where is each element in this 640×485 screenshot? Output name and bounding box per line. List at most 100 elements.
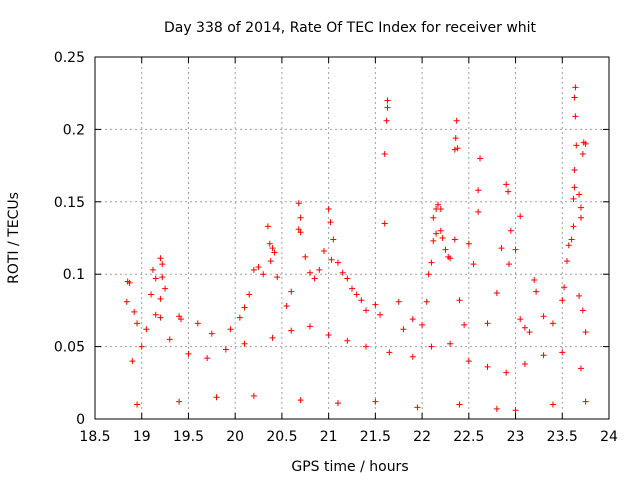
y-tick-label: 0.25 [54,50,85,66]
x-tick-label: 20.5 [266,429,297,445]
data-point [434,201,441,208]
x-axis-label: GPS time / hours [291,459,408,475]
data-point [358,297,365,304]
data-point [157,314,164,321]
data-point [423,298,430,305]
data-point [157,295,164,302]
data-point [577,204,584,211]
data-point [465,358,472,365]
data-point [266,240,273,247]
data-point [177,316,184,323]
data-point [297,229,304,236]
data-point [134,320,141,327]
data-point [126,279,133,286]
x-tick-label: 23.5 [547,429,578,445]
data-point [152,275,159,282]
data-point [330,236,337,243]
x-tick-label: 23 [507,429,525,445]
data-point [149,266,156,273]
data-point [507,227,514,234]
x-tick-label: 20 [226,429,244,445]
data-point [563,258,570,265]
y-tick-label: 0.15 [54,195,85,211]
data-point [503,181,510,188]
data-point [260,271,267,278]
data-point [372,398,379,405]
data-point [409,316,416,323]
data-point [419,321,426,328]
data-point [526,329,533,336]
data-point [565,242,572,249]
data-point [559,349,566,356]
x-tick-labels: 18.5 19 19.5 20 20.5 21 21.5 22 22.5 23 23.5 24 [79,57,618,445]
data-point [540,313,547,320]
data-point [377,311,384,318]
data-point [372,301,379,308]
data-point [579,151,586,158]
data-point [250,266,257,273]
data-point [148,291,155,298]
data-point [531,276,538,283]
data-point [425,271,432,278]
data-point [166,336,173,343]
data-point [579,307,586,314]
data-point [430,214,437,221]
data-point [559,297,566,304]
data-point [439,235,446,241]
data-point [264,223,271,230]
data-point [162,285,169,292]
data-point [451,146,458,153]
data-point [384,104,391,111]
data-point [454,145,461,152]
data-point [363,307,370,314]
data-point [236,314,243,321]
data-point [176,398,183,405]
data-point [381,151,388,158]
data-point [325,206,332,213]
data-point [573,142,580,149]
data-point [185,350,192,357]
data-point [241,304,248,311]
data-point [269,334,276,341]
data-point [433,230,440,237]
plot-frame [94,56,610,420]
x-tick-label: 19.5 [173,429,204,445]
data-point [549,320,556,327]
data-point [269,245,276,252]
data-point [572,84,579,91]
data-point [409,353,416,360]
y-tick-label: 0.1 [63,267,85,283]
data-point [316,266,323,273]
data-point [334,400,341,407]
data-point [134,401,141,408]
data-point [267,258,274,265]
data-point [561,284,568,291]
data-point [274,274,281,281]
data-point [505,188,512,195]
data-point [570,195,577,202]
data-point [288,288,295,295]
data-point [549,401,556,408]
data-point [570,223,577,230]
data-point [208,330,215,337]
data-point [353,291,360,298]
data-point [143,326,150,333]
data-point [484,320,491,327]
data-point [465,240,472,247]
data-point [533,288,540,295]
data-point [430,237,437,244]
data-point [306,323,313,330]
data-point [475,187,482,194]
data-point [283,303,290,310]
data-point [582,329,589,336]
data-point [288,327,295,334]
data-point [475,208,482,215]
data-point [521,324,528,331]
y-tick-label: 0 [76,412,85,428]
data-point [576,292,583,299]
data-point [302,253,309,260]
data-point [157,255,164,262]
data-point [395,298,402,305]
data-point [222,346,229,353]
data-point [213,394,220,401]
